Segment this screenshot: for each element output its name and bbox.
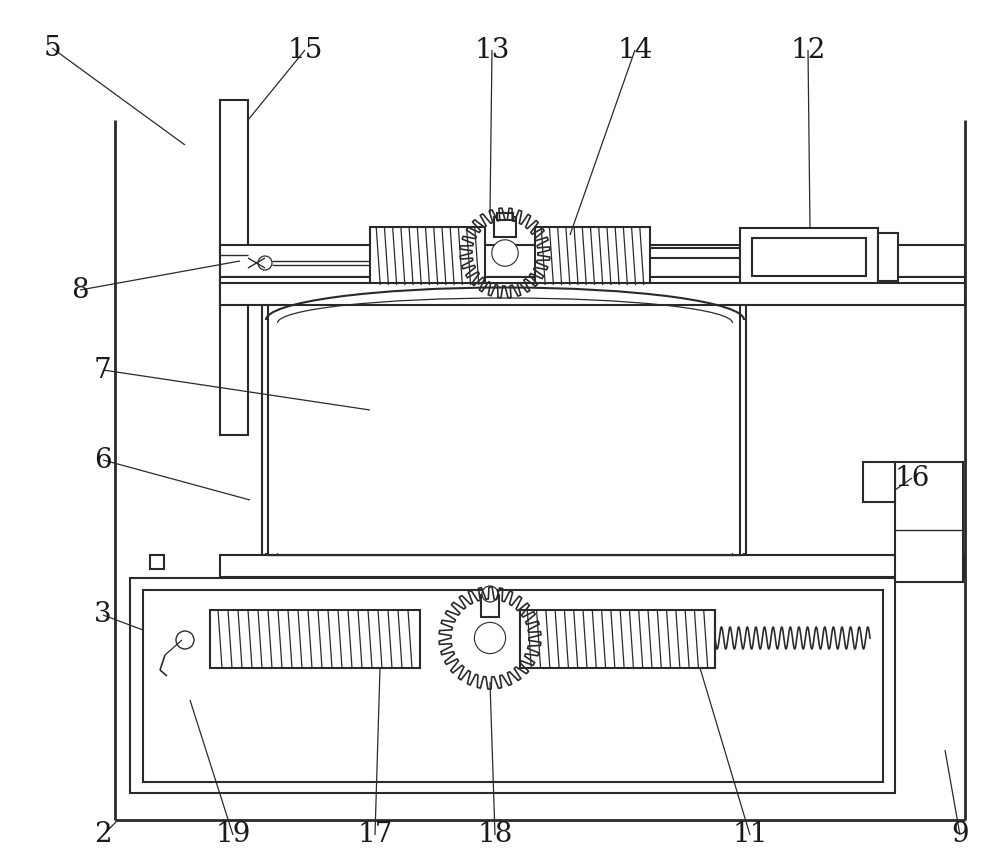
Bar: [497, 213, 513, 220]
Bar: [481, 595, 499, 617]
Bar: [895, 462, 963, 582]
Bar: [878, 233, 898, 281]
Text: 16: 16: [894, 464, 930, 492]
Text: 15: 15: [287, 36, 323, 64]
Bar: [535, 227, 650, 285]
Bar: [210, 610, 420, 668]
Text: 8: 8: [71, 277, 89, 304]
Bar: [150, 555, 164, 569]
Bar: [220, 277, 965, 285]
Bar: [494, 217, 516, 237]
Text: 9: 9: [951, 821, 969, 849]
Bar: [370, 227, 485, 285]
Bar: [220, 283, 965, 305]
Bar: [130, 578, 895, 793]
Text: 6: 6: [94, 446, 112, 474]
Text: 7: 7: [94, 357, 112, 384]
Bar: [520, 610, 715, 668]
Circle shape: [176, 631, 194, 649]
Text: 3: 3: [94, 601, 112, 629]
Text: 13: 13: [474, 36, 510, 64]
Bar: [863, 462, 895, 502]
Bar: [220, 100, 248, 435]
Circle shape: [492, 240, 518, 267]
Bar: [740, 228, 878, 286]
Bar: [143, 590, 883, 782]
Bar: [220, 245, 965, 277]
Text: 19: 19: [215, 821, 251, 849]
Text: 12: 12: [790, 36, 826, 64]
Bar: [220, 555, 965, 577]
Text: 11: 11: [732, 821, 768, 849]
Text: 2: 2: [94, 821, 112, 849]
Text: 14: 14: [617, 36, 653, 64]
Text: 17: 17: [357, 821, 393, 849]
Text: 18: 18: [477, 821, 513, 849]
Circle shape: [482, 586, 498, 602]
Bar: [752, 238, 866, 276]
Text: 5: 5: [43, 34, 61, 62]
Circle shape: [258, 256, 272, 270]
Circle shape: [474, 623, 506, 654]
